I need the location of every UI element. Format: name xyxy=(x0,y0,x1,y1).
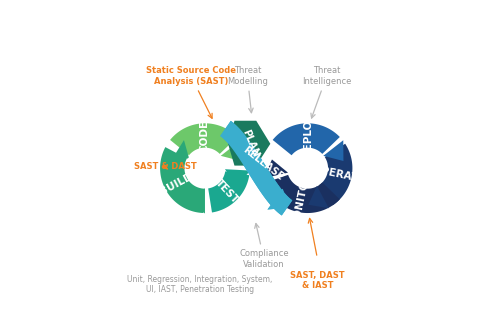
Text: Static Source Code
Analysis (SAST): Static Source Code Analysis (SAST) xyxy=(146,66,236,118)
Polygon shape xyxy=(170,123,237,155)
Polygon shape xyxy=(319,144,352,205)
Circle shape xyxy=(186,149,224,188)
Polygon shape xyxy=(265,175,340,213)
Polygon shape xyxy=(264,160,288,178)
Polygon shape xyxy=(208,171,250,212)
Text: Threat
Intelligence: Threat Intelligence xyxy=(302,66,352,118)
Text: Compliance
Validation: Compliance Validation xyxy=(239,223,289,269)
Polygon shape xyxy=(272,123,340,155)
Polygon shape xyxy=(220,121,292,215)
Polygon shape xyxy=(220,140,241,161)
Polygon shape xyxy=(225,169,250,186)
Polygon shape xyxy=(228,121,270,166)
Polygon shape xyxy=(170,140,189,162)
Text: OPERATE: OPERATE xyxy=(312,165,366,185)
Polygon shape xyxy=(268,189,287,209)
Text: BUILD: BUILD xyxy=(158,171,194,196)
Text: MONITOR: MONITOR xyxy=(290,172,312,228)
Text: Unit, Regression, Integration, System,
UI, IAST, Penetration Testing: Unit, Regression, Integration, System, U… xyxy=(127,275,272,294)
Text: Threat
Modelling: Threat Modelling xyxy=(227,66,268,113)
Text: CODE: CODE xyxy=(200,120,210,152)
Polygon shape xyxy=(324,140,344,161)
Text: PLAN: PLAN xyxy=(240,128,260,159)
Text: DEPLOY: DEPLOY xyxy=(302,113,312,158)
Polygon shape xyxy=(308,186,329,208)
Polygon shape xyxy=(224,139,243,160)
Polygon shape xyxy=(160,147,204,213)
Text: RELEASE: RELEASE xyxy=(240,145,284,182)
Text: SAST, DAST
& IAST: SAST, DAST & IAST xyxy=(290,271,345,290)
Polygon shape xyxy=(268,189,287,209)
Polygon shape xyxy=(220,121,292,215)
Text: TEST: TEST xyxy=(214,178,241,206)
Circle shape xyxy=(288,149,327,188)
Polygon shape xyxy=(188,188,205,213)
Text: SAST & DAST: SAST & DAST xyxy=(134,163,197,171)
